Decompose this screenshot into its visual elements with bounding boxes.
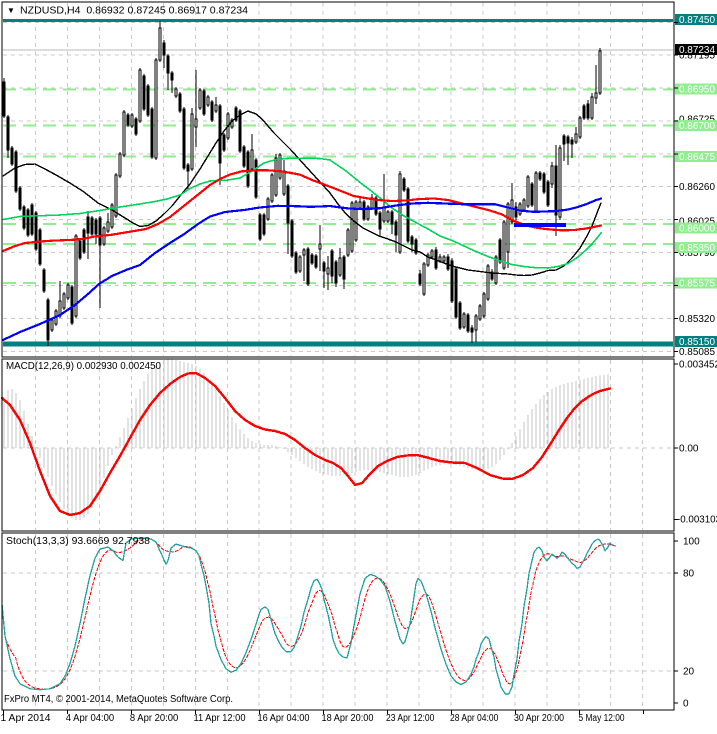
svg-text:0.86950: 0.86950 — [679, 85, 715, 96]
svg-text:0.87450: 0.87450 — [679, 15, 715, 26]
svg-text:0.00: 0.00 — [679, 444, 699, 455]
svg-text:0.85085: 0.85085 — [679, 347, 715, 358]
svg-text:0.86000: 0.86000 — [679, 224, 715, 235]
svg-text:▼: ▼ — [7, 6, 15, 15]
svg-text:0.86260: 0.86260 — [679, 182, 715, 193]
svg-text:0.003452: 0.003452 — [679, 360, 717, 371]
svg-text:8 Apr 20:00: 8 Apr 20:00 — [130, 713, 179, 724]
svg-text:0.85320: 0.85320 — [679, 314, 715, 325]
svg-text:0.85790: 0.85790 — [679, 248, 715, 259]
svg-text:18 Apr 20:00: 18 Apr 20:00 — [322, 713, 374, 724]
svg-text:0.87195: 0.87195 — [679, 51, 715, 62]
svg-text:23 Apr 12:00: 23 Apr 12:00 — [386, 713, 435, 724]
svg-text:0.87234: 0.87234 — [679, 45, 715, 56]
svg-text:1 Apr 2014: 1 Apr 2014 — [1, 713, 51, 724]
svg-text:0: 0 — [683, 699, 689, 710]
svg-text:4 Apr 04:00: 4 Apr 04:00 — [66, 713, 115, 724]
svg-text:30 Apr 20:00: 30 Apr 20:00 — [514, 713, 564, 724]
svg-text:100: 100 — [683, 537, 700, 548]
svg-text:80: 80 — [683, 569, 695, 580]
svg-text:0.85850: 0.85850 — [679, 243, 715, 254]
svg-text:0.86475: 0.86475 — [679, 152, 715, 163]
svg-text:0.85575: 0.85575 — [679, 279, 715, 290]
svg-text:NZDUSD,H4 0.86932 0.87245 0.8: NZDUSD,H4 0.86932 0.87245 0.86917 0.8723… — [20, 6, 248, 17]
svg-text:-0.003103: -0.003103 — [677, 515, 717, 526]
svg-text:MACD(12,26,9) 0.002930 0.00245: MACD(12,26,9) 0.002930 0.002450 — [6, 361, 161, 372]
svg-text:0.85150: 0.85150 — [679, 337, 715, 348]
svg-text:0.86700: 0.86700 — [679, 121, 715, 132]
svg-text:0.86725: 0.86725 — [679, 114, 715, 125]
svg-text:FxPro MT4, © 2001-2014, MetaQu: FxPro MT4, © 2001-2014, MetaQuotes Softw… — [4, 694, 233, 705]
svg-text:0.86025: 0.86025 — [679, 217, 715, 228]
svg-text:20: 20 — [683, 667, 695, 678]
svg-text:16 Apr 04:00: 16 Apr 04:00 — [258, 713, 310, 724]
svg-text:5 May 12:00: 5 May 12:00 — [579, 713, 625, 724]
svg-text:28 Apr 04:00: 28 Apr 04:00 — [450, 713, 499, 724]
svg-text:Stoch(13,3,3) 93.6669 92.7938: Stoch(13,3,3) 93.6669 92.7938 — [6, 536, 150, 547]
svg-text:11 Apr 12:00: 11 Apr 12:00 — [194, 713, 246, 724]
